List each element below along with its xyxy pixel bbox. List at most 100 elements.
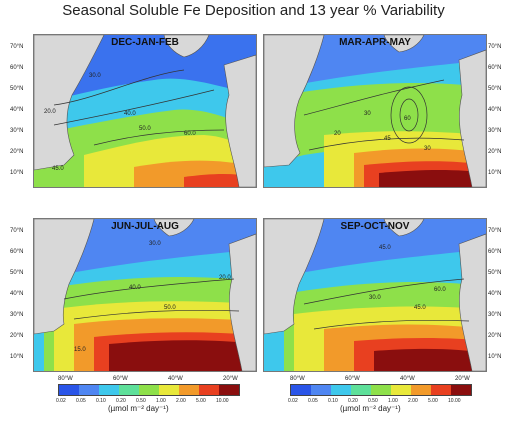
- colorbar-swatch: [119, 385, 139, 395]
- lat-label: 60°N: [10, 65, 24, 71]
- colorbar-swatch: [99, 385, 119, 395]
- lat-label: 50°N: [10, 270, 24, 276]
- colorbar-tick: 0.05: [76, 398, 86, 404]
- contour-label: 45.0: [379, 245, 391, 251]
- colorbar-tick: 2.00: [408, 398, 418, 404]
- contour-label: 40.0: [129, 285, 141, 291]
- contour-label: 40.0: [124, 111, 136, 117]
- lat-label: 50°N: [488, 270, 502, 276]
- colorbar-swatch: [219, 385, 239, 395]
- colorbar-tick: 0.20: [348, 398, 358, 404]
- lat-label: 20°N: [488, 149, 502, 155]
- lat-label: 60°N: [488, 65, 502, 71]
- colorbar-swatch: [331, 385, 351, 395]
- contour-label: 20.0: [219, 275, 231, 281]
- colorbar-swatch: [411, 385, 431, 395]
- colorbar-tick: 2.00: [176, 398, 186, 404]
- colorbar-swatch: [159, 385, 179, 395]
- colorbar-swatch: [351, 385, 371, 395]
- panel-title: SEP-OCT-NOV: [340, 221, 410, 232]
- colorbar-tick: 0.50: [368, 398, 378, 404]
- map-panel-son: 45.0 30.0 45.0 60.0 SEP-OCT-NOV: [263, 218, 487, 372]
- colorbar-swatch: [391, 385, 411, 395]
- colorbar-units: (µmol m⁻² day⁻¹): [108, 404, 169, 413]
- lat-label: 40°N: [488, 107, 502, 113]
- lon-label: 60°W: [113, 376, 128, 382]
- figure-title: Seasonal Soluble Fe Deposition and 13 ye…: [62, 2, 445, 19]
- contour-label: 30.0: [149, 241, 161, 247]
- lon-label: 20°W: [223, 376, 238, 382]
- lon-label: 80°W: [290, 376, 305, 382]
- contour-label: 30.0: [89, 73, 101, 79]
- lat-label: 40°N: [10, 107, 24, 113]
- colorbar-swatch: [431, 385, 451, 395]
- lat-label: 40°N: [488, 291, 502, 297]
- contour-label: 30: [424, 146, 431, 152]
- lat-label: 30°N: [488, 312, 502, 318]
- colorbar-swatch: [79, 385, 99, 395]
- colorbar-tick: 10.00: [216, 398, 229, 404]
- lon-label: 40°W: [400, 376, 415, 382]
- contour-label: 60.0: [184, 131, 196, 137]
- contour-label: 45.0: [52, 166, 64, 172]
- contour-label: 20.0: [44, 109, 56, 115]
- lat-label: 10°N: [10, 170, 24, 176]
- colorbar-left: [58, 384, 240, 396]
- contour-label: 60: [404, 116, 411, 122]
- lat-label: 70°N: [488, 44, 502, 50]
- lat-label: 60°N: [488, 249, 502, 255]
- lon-label: 20°W: [455, 376, 470, 382]
- colorbar-tick: 5.00: [428, 398, 438, 404]
- lat-label: 70°N: [488, 228, 502, 234]
- colorbar-tick: 5.00: [196, 398, 206, 404]
- colorbar-swatch: [199, 385, 219, 395]
- lat-label: 30°N: [10, 128, 24, 134]
- contour-label: 20: [334, 131, 341, 137]
- lat-label: 70°N: [10, 44, 24, 50]
- colorbar-tick: 0.05: [308, 398, 318, 404]
- panel-title: JUN-JUL-AUG: [111, 221, 179, 232]
- colorbar-swatch: [311, 385, 331, 395]
- lat-label: 20°N: [10, 149, 24, 155]
- colorbar-tick: 0.02: [56, 398, 66, 404]
- lat-label: 30°N: [488, 128, 502, 134]
- contour-label: 45: [384, 136, 391, 142]
- colorbar-swatch: [139, 385, 159, 395]
- contour-label: 30.0: [369, 295, 381, 301]
- panel-title: DEC-JAN-FEB: [111, 37, 179, 48]
- colorbar-tick: 0.02: [288, 398, 298, 404]
- colorbar-tick: 1.00: [156, 398, 166, 404]
- lat-label: 30°N: [10, 312, 24, 318]
- lat-label: 50°N: [10, 86, 24, 92]
- colorbar-tick: 10.00: [448, 398, 461, 404]
- lon-label: 60°W: [345, 376, 360, 382]
- lat-label: 20°N: [10, 333, 24, 339]
- colorbar-tick: 0.50: [136, 398, 146, 404]
- map-panel-jja: 30.0 40.0 50.0 20.0 15.0 JUN-JUL-AUG: [33, 218, 257, 372]
- lat-label: 10°N: [10, 354, 24, 360]
- contour-label: 30: [364, 111, 371, 117]
- map-panel-djf: 30.0 20.0 40.0 50.0 60.0 45.0 DEC-JAN-FE…: [33, 34, 257, 188]
- colorbar-tick: 1.00: [388, 398, 398, 404]
- contour-label: 15.0: [74, 347, 86, 353]
- contour-label: 60.0: [434, 287, 446, 293]
- map-panel-mam: 20 30 45 60 30 MAR-APR-MAY: [263, 34, 487, 188]
- lat-label: 60°N: [10, 249, 24, 255]
- lat-label: 10°N: [488, 170, 502, 176]
- lon-label: 80°W: [58, 376, 73, 382]
- contour-label: 45.0: [414, 305, 426, 311]
- lat-label: 40°N: [10, 291, 24, 297]
- colorbar-swatch: [371, 385, 391, 395]
- lat-label: 70°N: [10, 228, 24, 234]
- colorbar-swatch: [179, 385, 199, 395]
- colorbar-swatch: [291, 385, 311, 395]
- lon-label: 40°W: [168, 376, 183, 382]
- colorbar-units: (µmol m⁻² day⁻¹): [340, 404, 401, 413]
- lat-label: 10°N: [488, 354, 502, 360]
- colorbar-tick: 0.10: [96, 398, 106, 404]
- contour-label: 50.0: [164, 305, 176, 311]
- colorbar-right: [290, 384, 472, 396]
- panel-title: MAR-APR-MAY: [339, 37, 411, 48]
- lat-label: 50°N: [488, 86, 502, 92]
- contour-label: 50.0: [139, 126, 151, 132]
